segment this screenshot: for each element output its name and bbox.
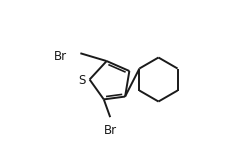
Text: Br: Br [104, 124, 117, 137]
Text: Br: Br [54, 50, 67, 63]
Text: S: S [79, 74, 86, 87]
